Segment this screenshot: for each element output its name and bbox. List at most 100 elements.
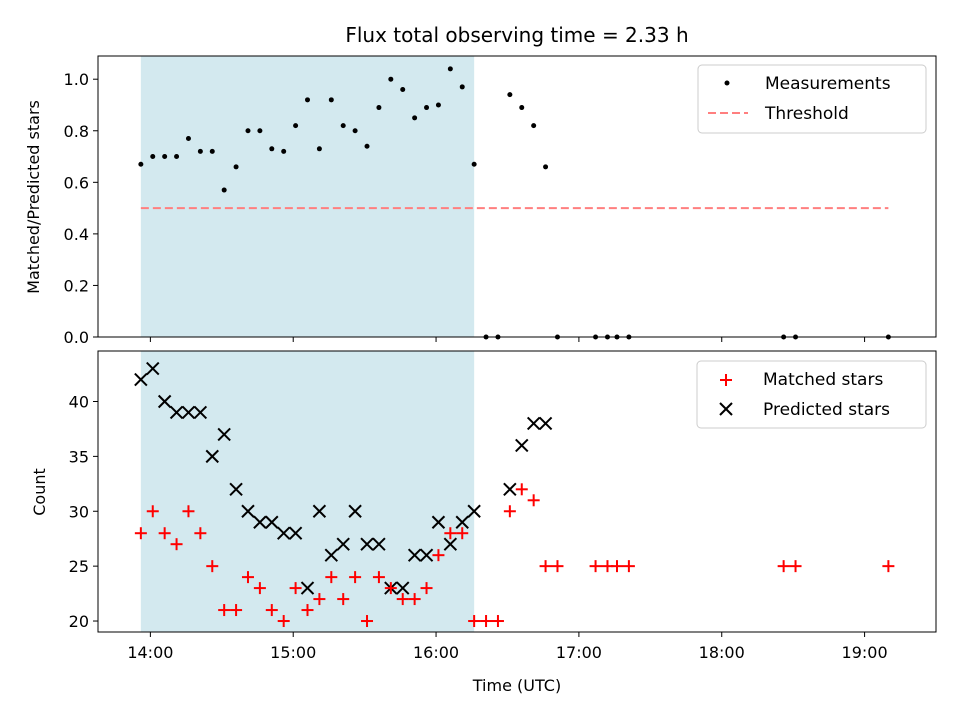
measurement-point bbox=[543, 164, 549, 170]
y-tick-label: 1.0 bbox=[64, 70, 89, 89]
predicted-star-point bbox=[348, 504, 362, 518]
y-tick-label: 0.6 bbox=[64, 173, 89, 192]
predicted-star-point bbox=[538, 416, 553, 431]
measurement-point bbox=[197, 148, 203, 154]
predicted-star-point bbox=[146, 361, 160, 376]
matched-star-point bbox=[277, 615, 290, 628]
measurement-point bbox=[340, 123, 346, 129]
predicted-star-point bbox=[276, 526, 291, 540]
x-tick-label: 18:00 bbox=[699, 643, 745, 662]
matched-star-point bbox=[253, 582, 266, 595]
top-panel: 0.0 0.2 0.4 0.6 0.8 1.0 Flux total observing … bbox=[24, 23, 937, 347]
predicted-star-point bbox=[407, 548, 422, 562]
matched-star-point bbox=[527, 494, 540, 507]
predicted-star-point bbox=[181, 405, 196, 420]
measurement-point bbox=[447, 66, 453, 72]
x-tick-label: 15:00 bbox=[270, 643, 316, 662]
matched-star-point bbox=[456, 527, 469, 540]
predicted-star-point bbox=[157, 394, 172, 409]
matched-star-point bbox=[589, 560, 602, 573]
predicted-star-point bbox=[312, 504, 327, 518]
matched-star-point bbox=[349, 571, 362, 584]
x-tick-label: 14:00 bbox=[127, 643, 173, 662]
matched-star-point bbox=[158, 527, 171, 540]
matched-star-point bbox=[539, 560, 552, 573]
measurement-point bbox=[364, 143, 370, 149]
matched-star-point bbox=[408, 593, 421, 606]
measurement-point bbox=[257, 128, 263, 134]
bottom-y-ticks: 20 25 30 35 40 bbox=[69, 392, 98, 631]
bottom-x-ticks: 14:00 15:00 16:00 17:00 18:00 19:00 bbox=[127, 632, 888, 662]
x-axis-label: Time (UTC) bbox=[472, 676, 561, 695]
bottom-panel-frame bbox=[97, 350, 937, 633]
measurement-point bbox=[293, 123, 299, 129]
measurement-point bbox=[185, 135, 191, 141]
matched-star-point bbox=[622, 560, 635, 573]
predicted-star-point bbox=[467, 504, 481, 518]
measurement-point bbox=[519, 105, 525, 111]
matched-star-point bbox=[551, 560, 564, 573]
legend-predicted-label: Predicted stars bbox=[763, 400, 890, 420]
measurement-point bbox=[388, 76, 394, 82]
top-legend-box bbox=[697, 64, 927, 134]
top-legend: Measurements Threshold bbox=[697, 64, 927, 134]
legend-predicted-marker bbox=[719, 402, 733, 416]
matched-star-point bbox=[241, 571, 254, 584]
measurement-point bbox=[162, 154, 168, 160]
matched-star-point bbox=[313, 593, 326, 606]
matched-star-point bbox=[170, 538, 183, 551]
predicted-star-point bbox=[431, 515, 446, 529]
matched-star-point bbox=[384, 582, 397, 595]
count-points bbox=[134, 361, 895, 628]
measurement-point bbox=[138, 161, 144, 167]
matched-star-point bbox=[882, 560, 895, 573]
predicted-star-point bbox=[205, 449, 219, 464]
predicted-star-point bbox=[455, 515, 469, 529]
predicted-star-point bbox=[324, 548, 339, 562]
predicted-star-point bbox=[265, 515, 279, 529]
x-tick-label: 16:00 bbox=[413, 643, 459, 662]
measurement-point bbox=[435, 102, 441, 108]
measurement-point bbox=[174, 154, 180, 160]
predicted-star-point bbox=[253, 515, 267, 529]
bottom-panel: 20 25 30 35 40 14:00 15:00 16:00 17:00 18:00 19:0… bbox=[30, 350, 937, 695]
legend-measurements-marker bbox=[724, 80, 730, 86]
bottom-legend-box bbox=[696, 360, 927, 429]
predicted-star-point bbox=[169, 405, 184, 420]
matched-star-point bbox=[515, 483, 528, 496]
measurement-point bbox=[400, 87, 406, 93]
matched-star-point bbox=[420, 582, 433, 595]
top-panel-shaded-interval bbox=[140, 56, 475, 337]
predicted-star-point bbox=[515, 438, 529, 453]
matched-star-point bbox=[610, 560, 623, 573]
top-y-ticks: 0.0 0.2 0.4 0.6 0.8 1.0 bbox=[64, 70, 98, 347]
measurement-point bbox=[507, 92, 513, 98]
measurement-point bbox=[459, 84, 465, 90]
legend-measurements-label: Measurements bbox=[765, 74, 891, 94]
predicted-star-point bbox=[360, 537, 374, 551]
predicted-star-point bbox=[503, 482, 517, 497]
predicted-star-point bbox=[134, 372, 148, 387]
matched-star-point bbox=[194, 527, 207, 540]
y-tick-label: 0.4 bbox=[64, 225, 89, 244]
predicted-star-point bbox=[300, 581, 315, 595]
legend-matched-label: Matched stars bbox=[763, 370, 883, 390]
matched-star-point bbox=[444, 527, 457, 540]
matched-star-point bbox=[361, 615, 374, 628]
measurement-point bbox=[305, 97, 310, 103]
matched-star-point bbox=[337, 593, 350, 606]
matched-star-point bbox=[289, 582, 302, 595]
predicted-star-point bbox=[419, 548, 434, 562]
matched-star-point bbox=[777, 560, 790, 573]
predicted-star-point bbox=[396, 581, 410, 595]
matched-star-point bbox=[789, 560, 802, 573]
bottom-legend: Matched stars Predicted stars bbox=[696, 360, 927, 429]
x-tick-label: 19:00 bbox=[842, 643, 888, 662]
y-tick-label: 25 bbox=[69, 557, 89, 576]
predicted-star-point bbox=[217, 427, 231, 442]
y-tick-label: 0.8 bbox=[64, 122, 89, 141]
measurement-point bbox=[471, 161, 477, 167]
y-tick-label: 30 bbox=[69, 502, 89, 521]
y-tick-label: 0.2 bbox=[64, 276, 89, 295]
measurement-point bbox=[316, 146, 322, 152]
